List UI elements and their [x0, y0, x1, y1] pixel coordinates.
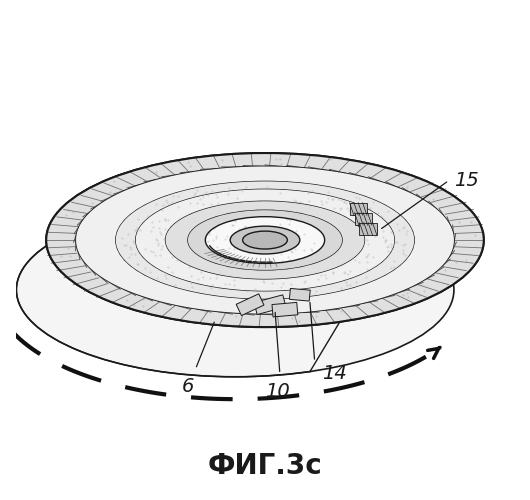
Ellipse shape — [46, 153, 484, 327]
Ellipse shape — [230, 226, 300, 254]
Text: ФИГ.3c: ФИГ.3c — [208, 452, 322, 480]
Polygon shape — [349, 203, 367, 215]
Polygon shape — [272, 302, 298, 317]
Polygon shape — [254, 295, 286, 314]
Polygon shape — [236, 294, 264, 316]
Ellipse shape — [16, 203, 454, 377]
Polygon shape — [116, 182, 414, 298]
Text: 14: 14 — [322, 364, 347, 384]
Polygon shape — [355, 212, 372, 225]
Polygon shape — [188, 210, 342, 270]
Polygon shape — [165, 202, 365, 279]
Polygon shape — [16, 174, 340, 377]
Ellipse shape — [243, 231, 287, 249]
Polygon shape — [46, 153, 484, 327]
Polygon shape — [136, 190, 394, 291]
Text: 6: 6 — [182, 377, 194, 396]
Polygon shape — [76, 166, 454, 314]
Polygon shape — [289, 288, 310, 301]
Text: 15: 15 — [454, 171, 479, 190]
Polygon shape — [359, 222, 377, 235]
Text: 10: 10 — [265, 382, 290, 401]
